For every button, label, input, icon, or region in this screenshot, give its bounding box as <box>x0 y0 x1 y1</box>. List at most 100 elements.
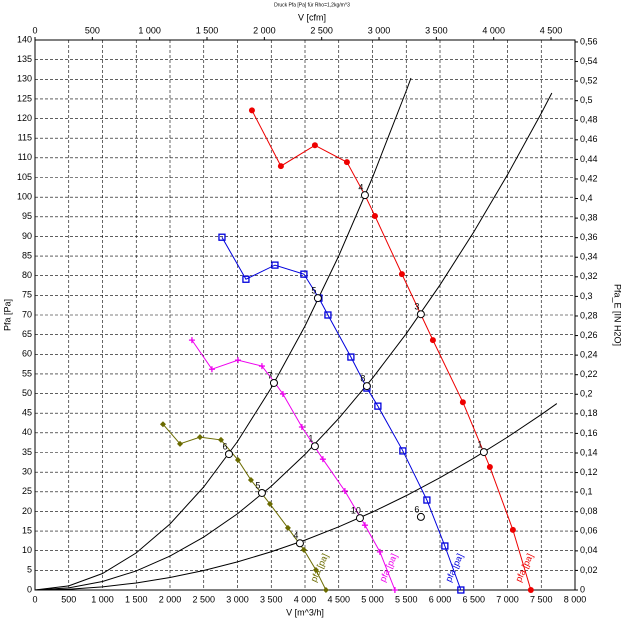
y-tick-label: 55 <box>22 368 32 378</box>
y2-tick-label: 0 <box>580 584 585 594</box>
marker <box>347 353 355 361</box>
marker <box>196 434 203 441</box>
system-curve <box>34 92 553 591</box>
operating-point <box>224 450 233 459</box>
y2-tick-label: 0,22 <box>580 369 598 379</box>
marker <box>341 488 348 494</box>
y-tick-label: 35 <box>22 447 32 457</box>
y-tick-label: 75 <box>22 290 32 300</box>
operating-point-label: 4 <box>358 183 363 193</box>
marker <box>486 464 493 471</box>
x2-tick-label: 0 <box>32 25 37 35</box>
x-tick-label: 6 500 <box>462 594 485 604</box>
y-tick-label: 45 <box>22 408 32 418</box>
y2-tick-label: 0,54 <box>580 56 598 66</box>
y-tick-label: 30 <box>22 467 32 477</box>
operating-point-label: 6 <box>414 504 419 514</box>
y2-tick-label: 0,06 <box>580 526 598 536</box>
x-tick-label: 8 000 <box>564 594 587 604</box>
marker <box>527 587 534 593</box>
marker <box>319 456 326 463</box>
x2-tick-label: 3 500 <box>425 25 448 35</box>
fan-curve <box>191 339 396 591</box>
marker <box>457 586 465 594</box>
y2-tick-label: 0,04 <box>580 545 598 555</box>
y-tick-label: 65 <box>22 329 32 339</box>
y2-tick-label: 0,12 <box>580 467 598 477</box>
x-tick-label: 6 000 <box>429 594 452 604</box>
marker <box>376 548 383 555</box>
y-tick-label: 125 <box>17 93 32 103</box>
x-tick-label: 1 500 <box>125 594 148 604</box>
marker <box>159 421 166 428</box>
operating-point <box>362 382 371 391</box>
x-tick-label: 5 500 <box>395 594 418 604</box>
x-tick-label: 1 000 <box>91 594 114 604</box>
operating-point <box>313 294 322 303</box>
operating-point-label: 1 <box>477 439 482 449</box>
x-tick-label: 7 500 <box>530 594 553 604</box>
operating-point <box>257 488 266 497</box>
y-tick-label: 5 <box>27 565 32 575</box>
y-tick-label: 95 <box>22 211 32 221</box>
operating-point <box>295 539 304 548</box>
y2-tick-label: 0,44 <box>580 154 598 164</box>
marker <box>300 270 308 278</box>
operating-point-label: 5 <box>255 480 260 490</box>
marker <box>361 522 368 529</box>
y-tick-label: 100 <box>17 192 32 202</box>
fan-curve <box>162 423 327 591</box>
x-tick-label: 0 <box>32 594 37 604</box>
y2-tick-label: 0,38 <box>580 212 598 222</box>
x-tick-label: 3 000 <box>226 594 249 604</box>
operating-point-label: 7 <box>267 370 272 380</box>
fan-curve <box>221 236 462 591</box>
marker <box>217 436 224 443</box>
y2-tick-label: 0,52 <box>580 75 598 85</box>
y-tick-label: 90 <box>22 231 32 241</box>
marker <box>242 275 250 283</box>
marker <box>324 311 332 319</box>
y2-tick-label: 0,28 <box>580 310 598 320</box>
y2-tick-label: 0,56 <box>580 36 598 46</box>
marker <box>312 566 319 573</box>
marker <box>234 357 241 364</box>
marker <box>371 213 378 219</box>
y-tick-label: 140 <box>17 34 32 44</box>
curve-label: pfa [pa] <box>513 552 535 583</box>
marker <box>300 546 307 553</box>
marker <box>279 390 286 397</box>
y2-tick-label: 0,16 <box>580 428 598 438</box>
y-tick-label: 60 <box>22 349 32 359</box>
y2-tick-label: 0,18 <box>580 408 598 418</box>
y-tick-label: 120 <box>17 113 32 123</box>
x2-tick-label: 3 000 <box>368 25 391 35</box>
marker <box>176 440 183 447</box>
marker <box>311 142 318 149</box>
operating-point-label: 1 <box>308 434 313 444</box>
marker <box>398 271 405 278</box>
marker <box>298 423 305 430</box>
y-tick-label: 105 <box>17 172 32 182</box>
marker <box>423 496 431 504</box>
operating-point <box>479 448 488 457</box>
x2-tick-label: 1 500 <box>196 25 219 35</box>
operating-point-label: 8 <box>360 373 365 383</box>
marker <box>208 366 215 373</box>
marker <box>399 447 407 455</box>
x2-tick-label: 1 000 <box>138 25 161 35</box>
y-tick-label: 15 <box>22 525 32 535</box>
y2-tick-label: 0,08 <box>580 506 598 516</box>
y2-tick-label: 0,2 <box>580 389 593 399</box>
x-tick-label: 2 000 <box>159 594 182 604</box>
y-tick-label: 80 <box>22 270 32 280</box>
operating-point-label: 5 <box>311 285 316 295</box>
marker <box>284 524 291 531</box>
marker <box>188 337 195 344</box>
x2-tick-label: 4 500 <box>540 25 563 35</box>
curve-label: pfa [pa] <box>308 552 330 583</box>
y-tick-label: 50 <box>22 388 32 398</box>
marker <box>509 526 516 533</box>
y2-tick-label: 0,14 <box>580 447 598 457</box>
y2-tick-label: 0,42 <box>580 173 598 183</box>
